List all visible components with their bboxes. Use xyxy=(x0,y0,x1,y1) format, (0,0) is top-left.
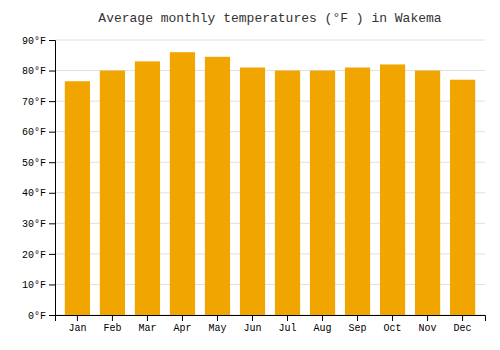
tick: Oct xyxy=(384,315,402,334)
bar xyxy=(275,71,300,315)
tick-label: 0°F xyxy=(28,311,46,322)
tick-label: Aug xyxy=(314,323,332,334)
bar xyxy=(170,52,195,315)
bars xyxy=(65,52,475,315)
tick-label: Feb xyxy=(103,323,121,334)
bar xyxy=(415,71,440,315)
tick-label: Jul xyxy=(279,323,297,334)
tick-mark xyxy=(112,315,113,321)
tick-label: Oct xyxy=(384,323,402,334)
tick-mark xyxy=(49,284,55,285)
tick-mark xyxy=(77,315,78,321)
tick-label: 60°F xyxy=(22,127,46,138)
plot: 0°F 10°F 20°F 30°F 40°F 50°F 60°F 70°F 80°F 90°F J… xyxy=(22,36,486,334)
tick-mark xyxy=(287,315,288,321)
tick: Aug xyxy=(314,315,332,334)
axis-line xyxy=(49,41,56,316)
bar xyxy=(205,57,230,315)
tick-label: Sep xyxy=(349,323,367,334)
tick-label: 20°F xyxy=(22,250,46,261)
tick: 90°F xyxy=(22,36,55,47)
tick-label: Jun xyxy=(243,323,261,334)
tick-label: Apr xyxy=(173,323,191,334)
bar xyxy=(65,81,90,315)
tick: 50°F xyxy=(22,158,55,169)
tick-label: 80°F xyxy=(22,66,46,77)
tick-label: May xyxy=(208,323,226,334)
bar xyxy=(380,64,405,315)
tick: Feb xyxy=(103,315,121,334)
bar xyxy=(240,68,265,316)
bar xyxy=(100,71,125,315)
bar xyxy=(310,71,335,315)
tick-mark xyxy=(147,315,148,321)
tick-mark xyxy=(49,315,55,316)
bar xyxy=(345,68,370,316)
tick: Mar xyxy=(138,315,156,334)
tick: 40°F xyxy=(22,188,55,199)
grid xyxy=(55,40,485,315)
tick-label: 30°F xyxy=(22,219,46,230)
tick-mark xyxy=(462,315,463,321)
tick: 70°F xyxy=(22,97,55,108)
tick: Jan xyxy=(68,315,86,334)
tick-mark xyxy=(49,162,55,163)
tick-label: 50°F xyxy=(22,158,46,169)
tick: Apr xyxy=(173,315,191,334)
tick-mark xyxy=(427,315,428,321)
tick-label: 10°F xyxy=(22,280,46,291)
x-axis: Jan Feb Mar Apr May Jun Jul Aug Sep Oct Nov Dec xyxy=(56,315,486,334)
tick: May xyxy=(208,315,226,334)
tick: Nov xyxy=(419,315,437,334)
tick-label: Dec xyxy=(454,323,472,334)
tick-mark xyxy=(49,132,55,133)
tick-label: 90°F xyxy=(22,36,46,47)
title: Average monthly temperatures (°F ) in Wa… xyxy=(98,11,441,26)
y-axis: 0°F 10°F 20°F 30°F 40°F 50°F 60°F 70°F 80°F 90°F xyxy=(22,36,56,322)
bar xyxy=(450,80,475,315)
tick-label: Jan xyxy=(68,323,86,334)
chart: 0°F 10°F 20°F 30°F 40°F 50°F 60°F 70°F 80°F 90°F J… xyxy=(0,0,500,350)
bar xyxy=(135,61,160,315)
tick-label: 40°F xyxy=(22,188,46,199)
tick: 80°F xyxy=(22,66,55,77)
axis-line xyxy=(56,316,486,322)
grid-line xyxy=(55,40,485,41)
tick: 30°F xyxy=(22,219,55,230)
tick: Jun xyxy=(243,315,261,334)
tick-mark xyxy=(49,101,55,102)
tick-mark xyxy=(49,71,55,72)
tick-mark xyxy=(217,315,218,321)
tick: Jul xyxy=(279,315,297,334)
tick-mark xyxy=(49,40,55,41)
tick-label: 70°F xyxy=(22,97,46,108)
tick-mark xyxy=(49,223,55,224)
tick-mark xyxy=(49,193,55,194)
tick-mark xyxy=(357,315,358,321)
tick: 20°F xyxy=(22,250,55,261)
tick: 60°F xyxy=(22,127,55,138)
tick-label: Nov xyxy=(419,323,437,334)
tick: Dec xyxy=(454,315,472,334)
tick-mark xyxy=(322,315,323,321)
tick-mark xyxy=(252,315,253,321)
tick: 10°F xyxy=(22,280,55,291)
tick: 0°F xyxy=(28,311,55,322)
tick-label: Mar xyxy=(138,323,156,334)
tick-mark xyxy=(392,315,393,321)
tick: Sep xyxy=(349,315,367,334)
tick-mark xyxy=(182,315,183,321)
tick-mark xyxy=(49,254,55,255)
